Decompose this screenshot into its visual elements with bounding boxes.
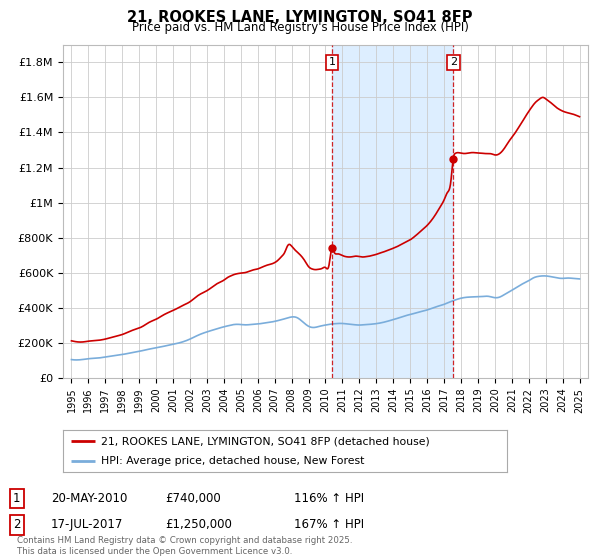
Bar bbox=[332, 45, 453, 378]
Text: 167% ↑ HPI: 167% ↑ HPI bbox=[294, 518, 364, 531]
Text: Contains HM Land Registry data © Crown copyright and database right 2025.
This d: Contains HM Land Registry data © Crown c… bbox=[17, 536, 352, 556]
Text: 20-MAY-2010: 20-MAY-2010 bbox=[51, 492, 127, 505]
Text: 2: 2 bbox=[13, 518, 20, 531]
Text: £1,250,000: £1,250,000 bbox=[165, 518, 232, 531]
Text: 1: 1 bbox=[328, 57, 335, 67]
Text: 116% ↑ HPI: 116% ↑ HPI bbox=[294, 492, 364, 505]
Text: HPI: Average price, detached house, New Forest: HPI: Average price, detached house, New … bbox=[101, 456, 364, 466]
Text: 21, ROOKES LANE, LYMINGTON, SO41 8FP: 21, ROOKES LANE, LYMINGTON, SO41 8FP bbox=[127, 10, 473, 25]
Text: £740,000: £740,000 bbox=[165, 492, 221, 505]
Text: 21, ROOKES LANE, LYMINGTON, SO41 8FP (detached house): 21, ROOKES LANE, LYMINGTON, SO41 8FP (de… bbox=[101, 436, 430, 446]
Text: 17-JUL-2017: 17-JUL-2017 bbox=[51, 518, 124, 531]
Text: 2: 2 bbox=[449, 57, 457, 67]
Text: 1: 1 bbox=[13, 492, 20, 505]
Text: Price paid vs. HM Land Registry's House Price Index (HPI): Price paid vs. HM Land Registry's House … bbox=[131, 21, 469, 34]
